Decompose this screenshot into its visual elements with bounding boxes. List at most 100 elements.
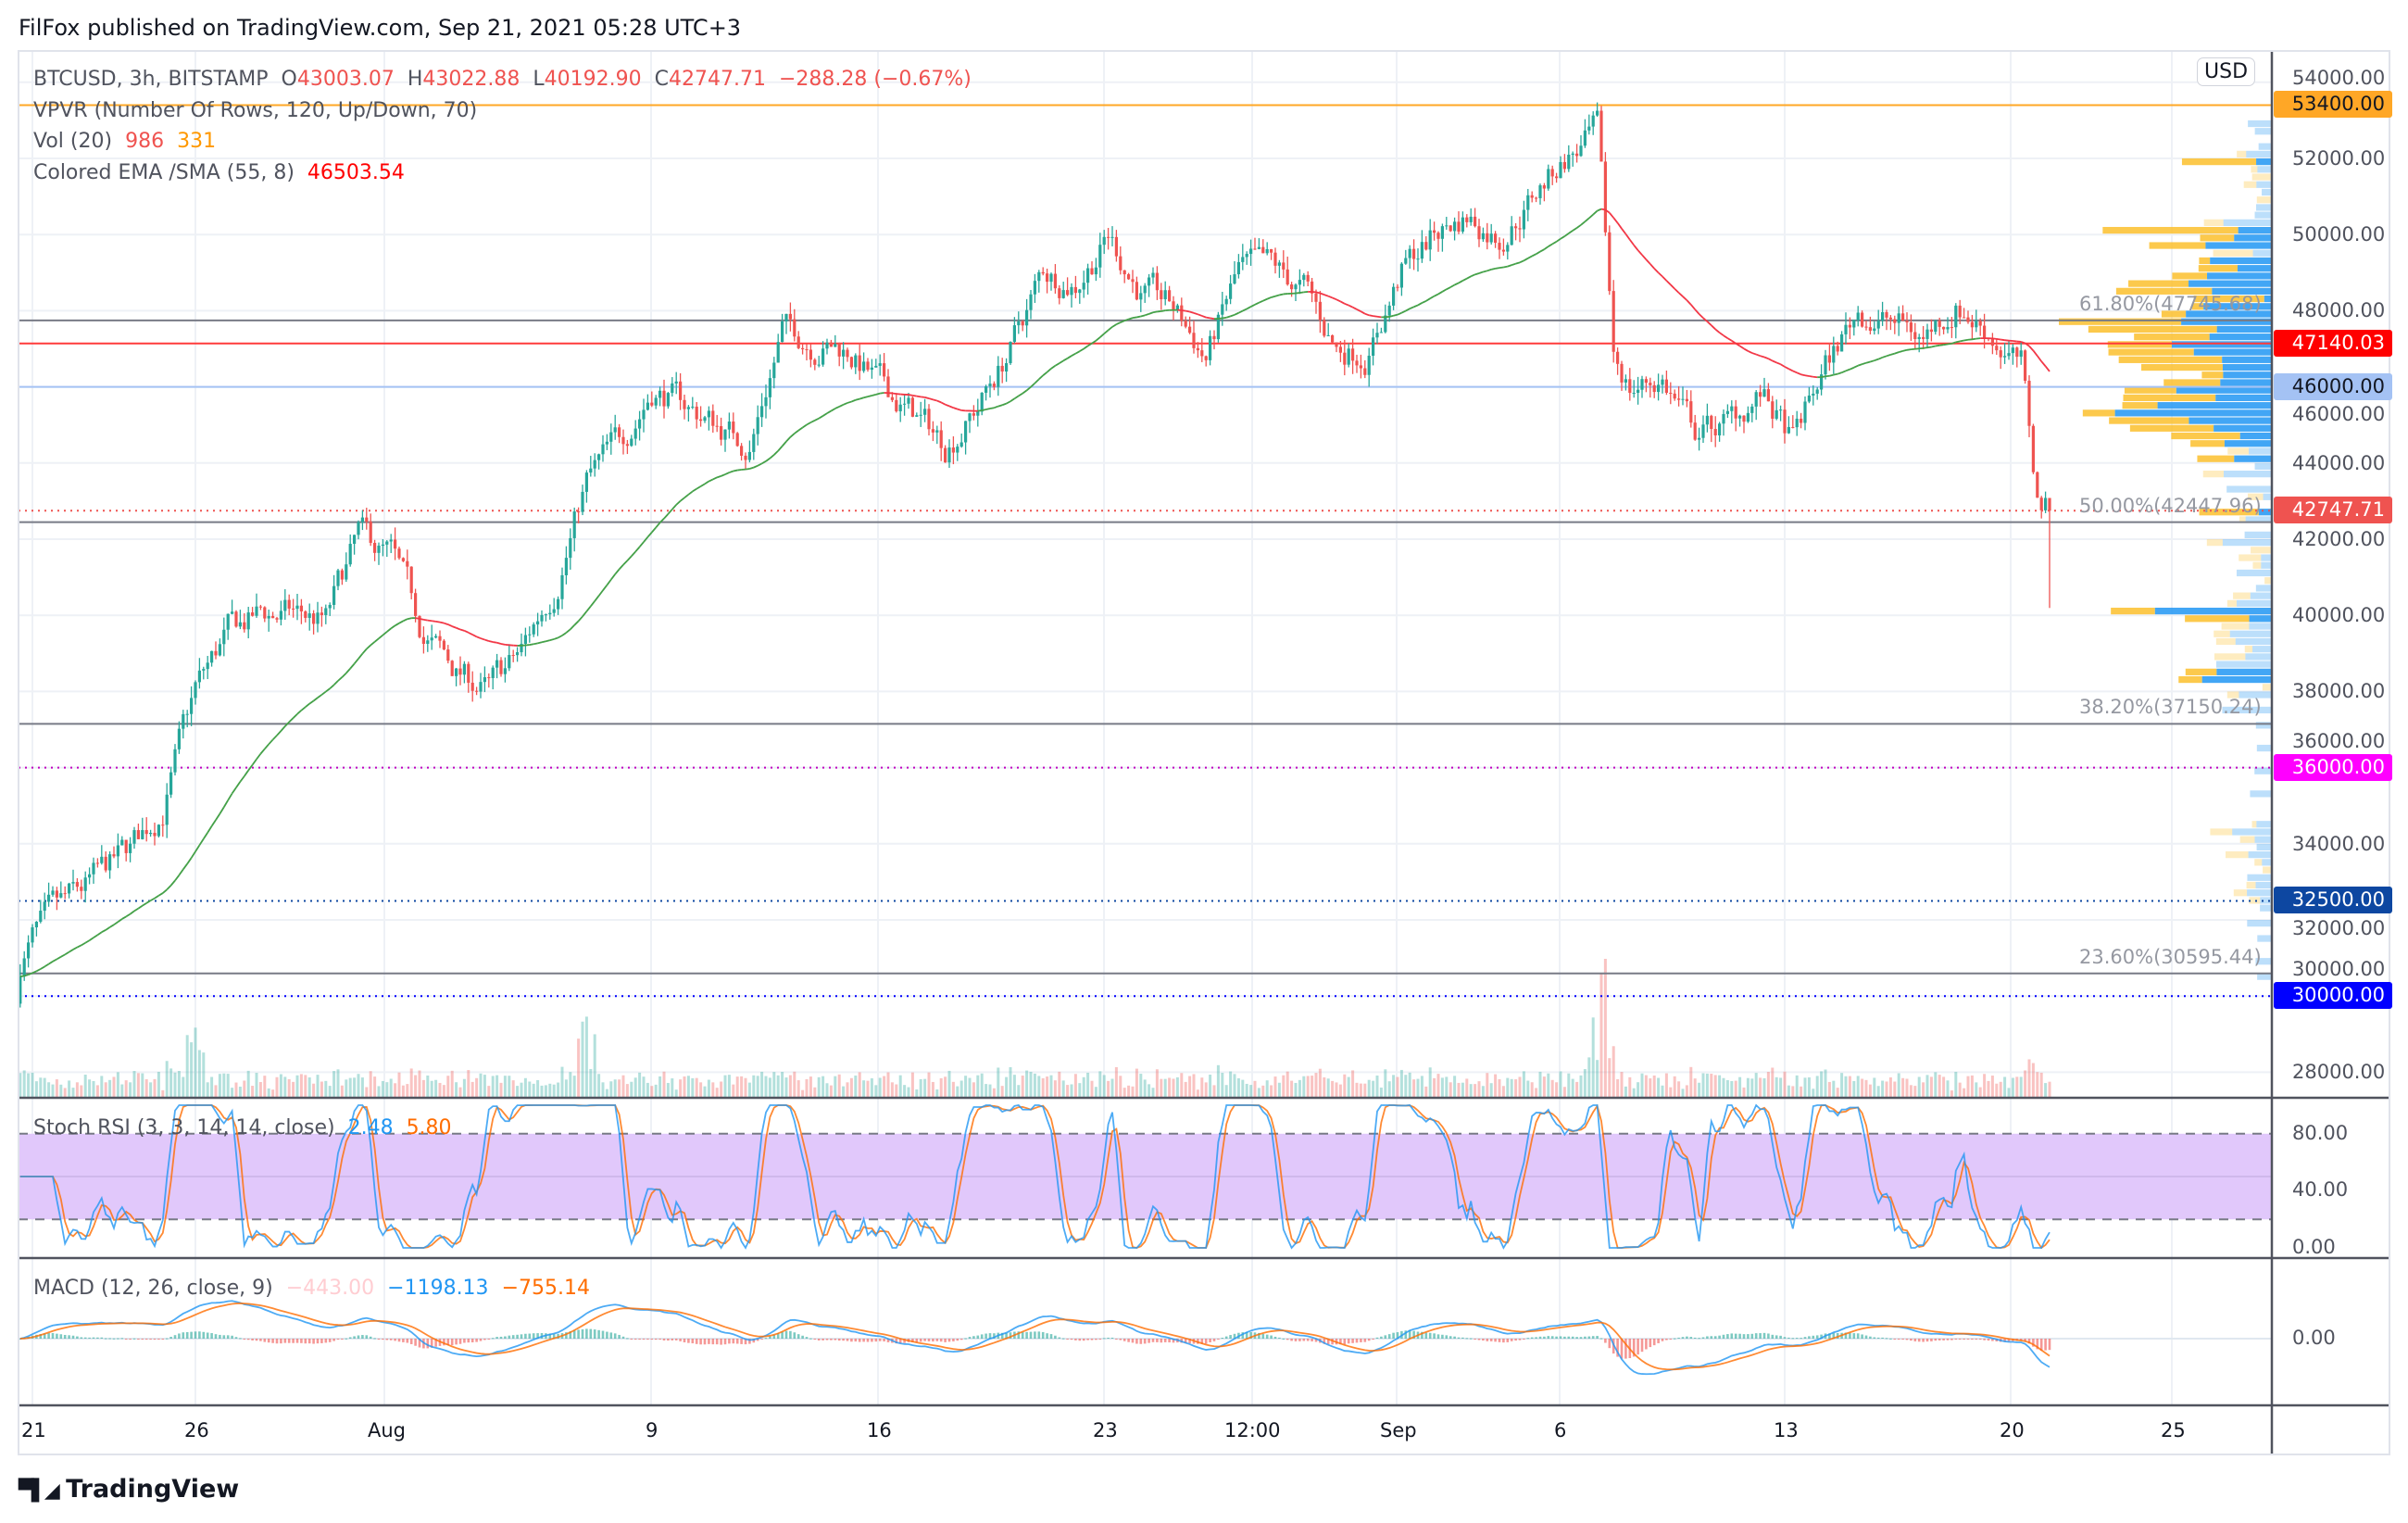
ema-line-segment [1466,275,1472,280]
price-label-box[interactable]: 42747.71 [2274,497,2392,524]
volume-bar [671,1078,674,1098]
macd-hist-value: −443.00 [285,1277,375,1300]
macd-histogram-bar [711,1339,715,1345]
price-label-box[interactable]: 32500.00 [2274,887,2392,914]
volume-bar [1433,1077,1436,1098]
vpvr-up-bar [2212,287,2272,295]
macd-histogram-bar [1436,1334,1440,1339]
tradingview-logo[interactable]: ▀▌◢ TradingView [19,1475,239,1504]
ema-legend[interactable]: Colored EMA /SMA (55, 8) 46503.54 [33,161,405,184]
vpvr-up-bar [2245,516,2272,523]
vpvr-down-bar [2225,851,2249,859]
ema-line-segment [1833,372,1838,376]
candle-body [683,399,686,409]
macd-histogram-bar [520,1334,523,1339]
ema-line-segment [28,972,33,975]
price-label-box[interactable]: 47140.03 [2274,329,2392,357]
candle-body [1608,232,1612,292]
ema-line-segment [558,635,563,639]
price-label-box[interactable]: 53400.00 [2274,91,2392,119]
ema-line-segment [2000,338,2005,342]
volume-bar [1302,1076,1306,1098]
candle-body [234,611,238,627]
ema-line-segment [432,620,436,623]
macd-histogram-bar [1710,1336,1713,1339]
ema-line-segment [729,470,734,473]
fib-level-label: 50.00%(42447.96) [2079,494,2262,517]
volume-bar [75,1082,79,1098]
macd-histogram-bar [597,1329,600,1339]
ema-line-segment [638,541,645,548]
time-axis-label: 9 [646,1419,658,1441]
volume-bar [1506,1077,1510,1098]
vpvr-up-bar [2247,920,2272,927]
macd-legend[interactable]: MACD (12, 26, close, 9) −443.00 −1198.13… [33,1277,590,1300]
time-axis-label: 16 [867,1419,892,1441]
volume-bar [572,1076,576,1098]
ema-line-segment [1894,351,1900,355]
price-label-box[interactable]: 46000.00 [2274,372,2392,400]
candle-body [511,655,515,657]
macd-histogram-bar [1820,1334,1823,1339]
vpvr-down-bar [2233,889,2248,897]
candle-body [1196,347,1199,351]
price-label-box[interactable]: 30000.00 [2274,982,2392,1010]
candle-body [1535,197,1538,199]
macd-histogram-bar [129,1339,132,1340]
candle-body [1229,283,1233,299]
candle-body [1119,256,1122,271]
volume-bar [817,1076,821,1098]
candle-body [764,396,768,407]
candle-body [2024,350,2027,382]
macd-histogram-bar [1172,1339,1175,1343]
macd-histogram-bar [1331,1339,1334,1345]
volume-bar [345,1079,348,1098]
macd-histogram-bar [144,1339,148,1340]
candle-body [630,438,633,447]
candle-body [1925,329,1929,339]
macd-histogram-bar [1209,1339,1211,1342]
macd-histogram-bar [153,1339,157,1340]
volume-bar [190,1042,194,1098]
ema-line-segment [1719,332,1724,336]
macd-histogram-bar [837,1339,841,1341]
macd-histogram-bar [1637,1339,1639,1355]
ema-line-segment [646,532,653,538]
candle-body [1538,185,1542,198]
candle-body [947,447,951,463]
volume-bar [1041,1077,1045,1098]
candle-body [144,830,148,835]
vpvr-legend[interactable]: VPVR (Number Of Rows, 120, Up/Down, 70) [33,99,478,122]
ema-line-segment [614,568,621,575]
candle-body [238,622,242,627]
candle-body [295,605,299,610]
currency-button[interactable]: USD [2197,57,2256,86]
volume-legend[interactable]: Vol (20) 986 331 [33,130,216,153]
candle-body [442,640,445,650]
candle-body [1664,379,1668,393]
macd-histogram-bar [1037,1331,1041,1339]
volume-bar [177,1071,181,1098]
ema-line-segment [1259,299,1264,304]
volume-bar [287,1078,291,1098]
ema-line-segment [582,610,588,618]
vpvr-down-bar [2210,828,2233,836]
candle-body [1562,161,1566,170]
volume-bar [1547,1073,1550,1098]
price-label-box[interactable]: 36000.00 [2274,753,2392,781]
symbol-legend[interactable]: BTCUSD, 3h, BITSTAMP O43003.07 H43022.88… [33,68,972,91]
macd-histogram-bar [1347,1339,1350,1344]
volume-bar [1861,1078,1864,1098]
stoch-rsi-legend[interactable]: Stoch RSI (3, 3, 14, 14, close) 2.48 5.8… [33,1116,452,1139]
candle-body [1363,368,1367,375]
candle-body [601,444,605,455]
ema-line-segment [781,440,787,447]
ema-line-segment [1185,309,1190,313]
macd-histogram-bar [1550,1336,1554,1339]
macd-histogram-bar [458,1339,462,1344]
ema-line-segment [1422,300,1427,304]
vpvr-down-bar [2239,516,2246,523]
candle-body [1253,248,1257,250]
candle-body [1950,327,1953,329]
